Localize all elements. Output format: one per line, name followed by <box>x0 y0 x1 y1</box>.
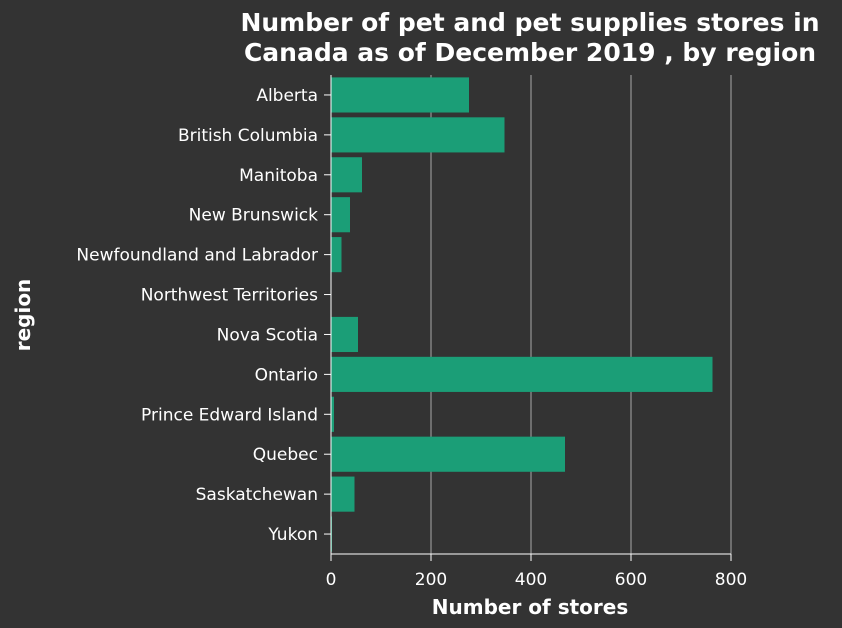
y-tick-label-newfoundland-and-labrador: Newfoundland and Labrador <box>76 246 318 266</box>
x-tick-label-600: 600 <box>615 570 647 590</box>
y-axis-title: region <box>11 279 35 352</box>
grid-lines <box>430 75 732 554</box>
y-tick-label-prince-edward-island: Prince Edward Island <box>141 405 318 425</box>
y-tick-label-manitoba: Manitoba <box>239 166 318 186</box>
y-tick-label-saskatchewan: Saskatchewan <box>196 485 318 505</box>
x-tick-label-200: 200 <box>415 570 447 590</box>
y-tick-label-quebec: Quebec <box>253 445 318 465</box>
bar-alberta <box>331 77 469 113</box>
x-tick-labels: 0 200 400 600 800 <box>326 554 747 590</box>
bar-manitoba <box>331 157 362 193</box>
chart-title-line-1: Number of pet and pet supplies stores in <box>240 8 819 37</box>
bar-british-columbia <box>331 117 505 153</box>
y-tick-label-new-brunswick: New Brunswick <box>189 206 319 226</box>
bar-prince-edward-island <box>331 396 334 432</box>
y-tick-label-alberta: Alberta <box>256 86 318 106</box>
bar-ontario <box>331 356 713 392</box>
bar-newfoundland-and-labrador <box>331 237 342 273</box>
x-tick-label-800: 800 <box>715 570 747 590</box>
chart-title-line-2: Canada as of December 2019 , by region <box>244 38 816 67</box>
bar-new-brunswick <box>331 197 350 233</box>
bar-quebec <box>331 436 565 472</box>
y-tick-label-british-columbia: British Columbia <box>178 126 318 146</box>
y-tick-label-nova-scotia: Nova Scotia <box>217 325 318 345</box>
x-tick-label-400: 400 <box>515 570 547 590</box>
y-tick-label-ontario: Ontario <box>255 365 318 385</box>
y-tick-label-yukon: Yukon <box>267 525 318 545</box>
x-tick-label-0: 0 <box>326 570 337 590</box>
y-tick-label-northwest-territories: Northwest Territories <box>141 286 318 306</box>
x-axis-title: Number of stores <box>432 595 628 619</box>
bars <box>331 77 713 552</box>
bar-saskatchewan <box>331 476 355 512</box>
y-tick-labels: Alberta British Columbia Manitoba New Bruns… <box>76 86 331 545</box>
bar-nova-scotia <box>331 316 358 353</box>
